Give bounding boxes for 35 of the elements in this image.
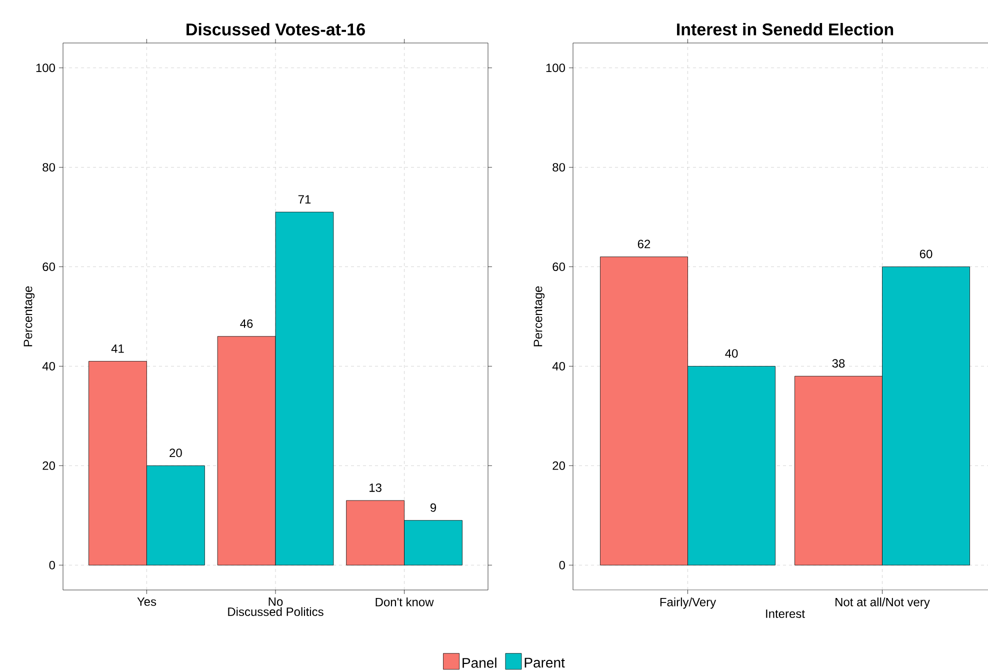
y-tick-label: 40	[42, 362, 56, 370]
x-tick-label: Yes	[137, 598, 156, 606]
data-label: 13	[370, 483, 382, 492]
y-axis-title: Percentage	[24, 286, 35, 346]
x-axis-title: Interest	[766, 610, 805, 618]
data-label: 71	[298, 195, 311, 204]
y-tick-label: 20	[42, 461, 56, 470]
x-tick-label: Fairly/Very	[660, 598, 716, 609]
y-tick-label: 0	[559, 560, 566, 570]
x-tick-label: No	[268, 598, 283, 606]
chart-title: Discussed Votes-at-16	[186, 22, 365, 36]
y-tick-label: 60	[552, 262, 566, 271]
legend-label: Panel	[462, 658, 496, 668]
data-label: 9	[430, 503, 436, 512]
data-label: 40	[725, 349, 738, 358]
data-label: 60	[920, 250, 932, 258]
y-axis-title: Percentage	[534, 286, 545, 346]
x-tick-label: Don't know	[376, 598, 434, 606]
x-axis-title: Discussed Politics	[228, 607, 324, 616]
y-tick-label: 0	[49, 560, 56, 570]
data-label: 38	[832, 359, 845, 368]
data-label: 46	[240, 319, 253, 328]
y-tick-label: 100	[546, 64, 566, 72]
chart-title: Interest in Senedd Election	[677, 22, 894, 36]
y-tick-label: 40	[552, 362, 566, 370]
y-tick-label: 100	[36, 64, 56, 72]
data-label: 20	[170, 448, 182, 458]
y-tick-label: 80	[42, 163, 56, 172]
legend-label: Parent	[524, 658, 565, 668]
y-tick-label: 60	[42, 262, 56, 271]
y-tick-label: 80	[552, 163, 566, 172]
data-label: 62	[638, 240, 650, 248]
data-label: 41	[111, 344, 124, 353]
x-tick-label: Not at all/Not very	[836, 598, 930, 609]
y-tick-label: 20	[552, 461, 566, 470]
